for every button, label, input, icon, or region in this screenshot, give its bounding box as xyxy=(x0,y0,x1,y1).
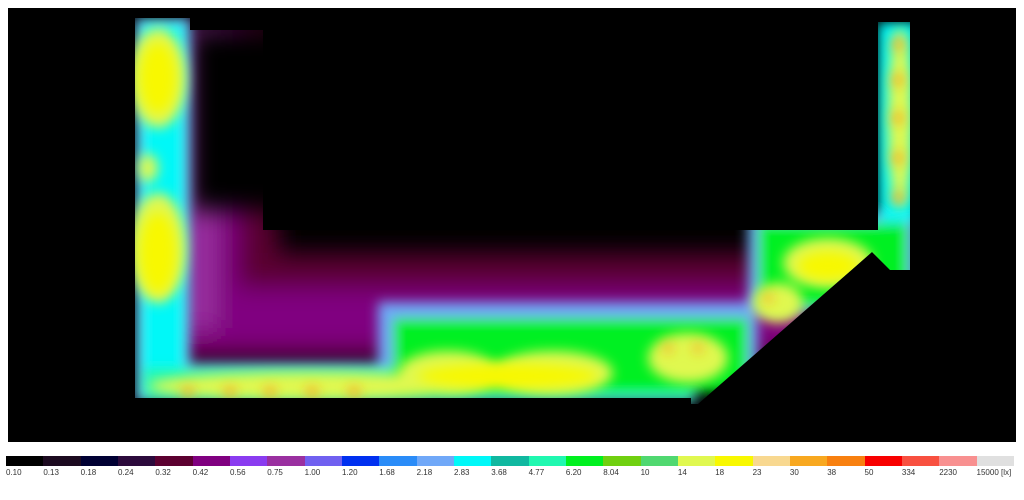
legend-swatch xyxy=(304,456,342,466)
legend-swatch xyxy=(901,456,940,466)
illuminance-map xyxy=(8,8,1016,442)
legend-swatches xyxy=(6,456,1014,466)
legend-swatch xyxy=(379,456,417,466)
legend-swatch xyxy=(789,456,828,466)
legend-label: 1.20 xyxy=(341,468,358,477)
legend-swatch xyxy=(565,456,604,466)
legend-label: 50 xyxy=(864,468,874,477)
legend-swatch xyxy=(939,456,977,466)
legend-label: 2.83 xyxy=(453,468,470,477)
legend-label: 1.00 xyxy=(304,468,321,477)
legend-label: 14 xyxy=(677,468,687,477)
legend-swatch xyxy=(267,456,305,466)
legend-label: 18 xyxy=(715,468,725,477)
legend-swatch xyxy=(416,456,454,466)
legend-label: 0.42 xyxy=(192,468,209,477)
legend-swatch xyxy=(491,456,529,466)
legend-swatch xyxy=(603,456,641,466)
legend-swatch xyxy=(117,456,156,466)
legend-label: 334 xyxy=(901,468,916,477)
legend-label: 8.04 xyxy=(603,468,619,477)
legend-label: 3.68 xyxy=(491,468,507,477)
legend-swatch xyxy=(6,456,44,466)
illuminance-legend: 0.10 0.13 0.18 0.24 0.32 0.42 0.56 0.75 1.00 1.20… xyxy=(6,456,1014,486)
legend-label: 0.56 xyxy=(229,468,246,477)
legend-label: 0.10 xyxy=(6,468,22,477)
legend-swatch xyxy=(715,456,753,466)
legend-label: 2.18 xyxy=(416,468,433,477)
legend-label: 6.20 xyxy=(565,468,582,477)
legend-label: 0.75 xyxy=(267,468,283,477)
legend-swatch xyxy=(752,456,790,466)
legend-label: 0.13 xyxy=(43,468,59,477)
legend-label: 0.18 xyxy=(80,468,97,477)
legend-label: 1.68 xyxy=(379,468,395,477)
legend-swatch xyxy=(528,456,566,466)
legend-label: 2230 xyxy=(939,468,957,477)
legend-label: 15000 [lx] xyxy=(976,468,1012,477)
legend-swatch xyxy=(80,456,118,466)
legend-label: 38 xyxy=(827,468,837,477)
legend-swatch xyxy=(192,456,230,466)
legend-label: 10 xyxy=(640,468,650,477)
legend-swatch xyxy=(341,456,380,466)
legend-label: 0.24 xyxy=(117,468,134,477)
legend-swatch xyxy=(827,456,865,466)
legend-swatch xyxy=(976,456,1014,466)
legend-label: 0.32 xyxy=(155,468,171,477)
legend-label: 23 xyxy=(752,468,762,477)
legend-swatch xyxy=(43,456,81,466)
legend-label: 30 xyxy=(789,468,799,477)
legend-label: 4.77 xyxy=(528,468,545,477)
legend-swatch xyxy=(640,456,678,466)
legend-swatch xyxy=(864,456,902,466)
legend-swatch xyxy=(677,456,716,466)
legend-swatch xyxy=(229,456,268,466)
legend-labels: 0.10 0.13 0.18 0.24 0.32 0.42 0.56 0.75 1.00 1.20… xyxy=(6,468,1014,477)
legend-swatch xyxy=(453,456,492,466)
legend-swatch xyxy=(155,456,193,466)
